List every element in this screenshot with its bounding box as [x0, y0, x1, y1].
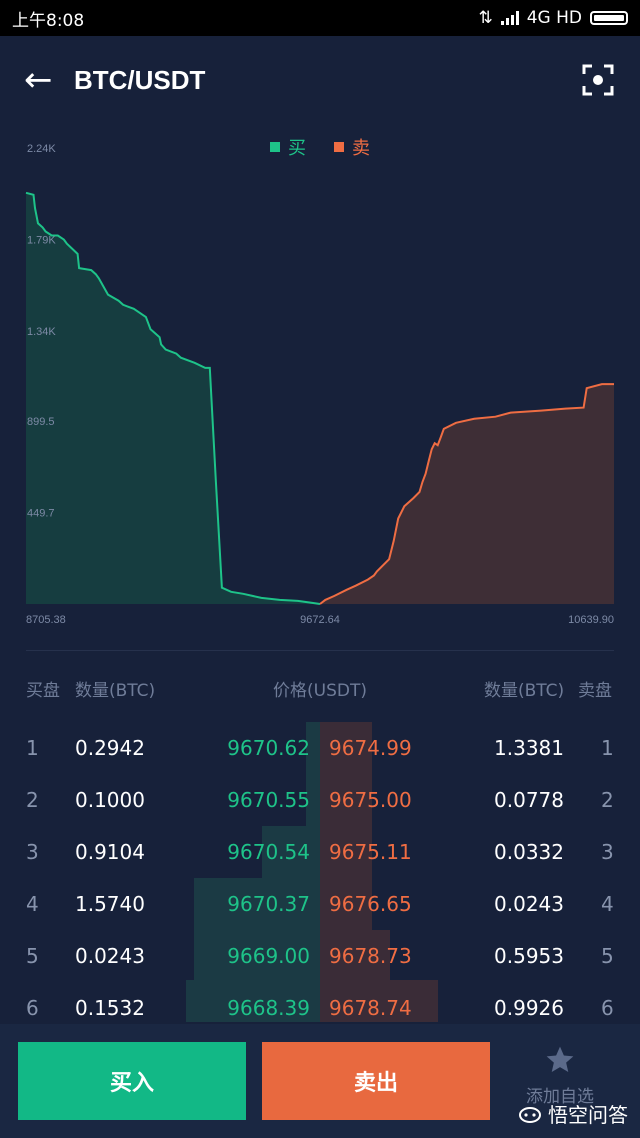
ask-price[interactable]: 9674.99: [329, 736, 412, 760]
ask-index: 3: [601, 840, 614, 864]
legend-label-sell: 卖: [352, 138, 370, 159]
y-tick-label: 1.79K: [27, 235, 56, 247]
orderbook-row[interactable]: 1 0.2942 9670.62 9674.99 1.3381 1: [0, 722, 640, 774]
orderbook-header: 买盘 数量(BTC) 价格(USDT) 数量(BTC) 卖盘: [0, 672, 640, 702]
watermark: 悟空问答: [518, 1099, 628, 1128]
buy-depth-area: [26, 192, 320, 605]
orderbook-row[interactable]: 6 0.1532 9668.39 9678.74 0.9926 6: [0, 982, 640, 1022]
ask-qty: 0.0243: [494, 892, 564, 916]
watermark-logo-icon: [519, 1106, 541, 1123]
header-bid-qty: 数量(BTC): [75, 681, 156, 701]
y-tick-label: 1.34K: [27, 326, 56, 338]
ask-qty: 0.0332: [494, 840, 564, 864]
ask-index: 4: [601, 892, 614, 916]
bid-index: 5: [26, 944, 39, 968]
ask-price[interactable]: 9678.73: [329, 944, 412, 968]
network-type: 4G HD: [526, 8, 582, 28]
status-icons: ⇅ 4G HD: [478, 8, 628, 28]
depth-chart: 2.24K 1.79K 1.34K 899.5 449.7 8705.38 9672.64 1…: [25, 143, 614, 626]
bid-qty: 0.9104: [75, 840, 145, 864]
bid-price[interactable]: 9670.55: [227, 788, 310, 812]
sell-button[interactable]: 卖出: [262, 1042, 490, 1120]
bid-qty: 0.1532: [75, 996, 145, 1020]
bid-index: 1: [26, 736, 39, 760]
bid-qty: 1.5740: [75, 892, 145, 916]
sell-depth-area: [320, 384, 614, 604]
y-tick-label: 899.5: [27, 416, 55, 428]
bid-depth-bar: [186, 980, 320, 1022]
battery-icon: [590, 11, 628, 25]
bid-qty: 0.2942: [75, 736, 145, 760]
orderbook: 1 0.2942 9670.62 9674.99 1.3381 1 2 0.10…: [0, 722, 640, 1022]
ask-index: 5: [601, 944, 614, 968]
header-ask-qty: 数量(BTC): [484, 681, 565, 701]
signal-icon: [500, 11, 519, 25]
data-transfer-icon: ⇅: [478, 8, 493, 28]
fullscreen-icon[interactable]: [582, 64, 614, 96]
header-ask-side: 卖盘: [578, 681, 612, 701]
bid-index: 3: [26, 840, 39, 864]
app-header: ← BTC/USDT: [0, 36, 640, 124]
legend-swatch-sell: [334, 142, 344, 152]
buy-button[interactable]: 买入: [18, 1042, 246, 1120]
y-tick-label: 449.7: [27, 507, 55, 519]
y-tick-label: 2.24K: [27, 143, 56, 155]
orderbook-row[interactable]: 2 0.1000 9670.55 9675.00 0.0778 2: [0, 774, 640, 826]
ask-qty: 0.0778: [494, 788, 564, 812]
orderbook-row[interactable]: 4 1.5740 9670.37 9676.65 0.0243 4: [0, 878, 640, 930]
ask-qty: 0.5953: [494, 944, 564, 968]
ask-price[interactable]: 9676.65: [329, 892, 412, 916]
ask-price[interactable]: 9678.74: [329, 996, 412, 1020]
back-arrow-icon[interactable]: ←: [24, 60, 53, 100]
chart-legend: 买 卖: [0, 134, 640, 160]
bid-price[interactable]: 9670.37: [227, 892, 310, 916]
buy-depth-line: [25, 191, 321, 605]
section-divider: [26, 650, 614, 651]
ask-index: 6: [601, 996, 614, 1020]
orderbook-row[interactable]: 3 0.9104 9670.54 9675.11 0.0332 3: [0, 826, 640, 878]
x-tick-label: 9672.64: [300, 614, 340, 626]
bottom-action-bar: 买入 卖出 添加自选 悟空问答: [0, 1024, 640, 1138]
legend-label-buy: 买: [288, 138, 306, 159]
ask-price[interactable]: 9675.00: [329, 788, 412, 812]
status-time: 上午8:08: [12, 10, 85, 31]
x-tick-label: 10639.90: [568, 614, 614, 626]
legend-swatch-buy: [270, 142, 280, 152]
ask-index: 1: [601, 736, 614, 760]
bid-price[interactable]: 9669.00: [227, 944, 310, 968]
watermark-text: 悟空问答: [548, 1103, 628, 1127]
add-watchlist-button[interactable]: 添加自选: [500, 1044, 620, 1124]
bid-qty: 0.0243: [75, 944, 145, 968]
bid-price[interactable]: 9668.39: [227, 996, 310, 1020]
orderbook-row[interactable]: 5 0.0243 9669.00 9678.73 0.5953 5: [0, 930, 640, 982]
ask-qty: 0.9926: [494, 996, 564, 1020]
watchlist-label: 添加自选: [526, 1087, 594, 1107]
star-icon: [546, 1046, 574, 1072]
ask-qty: 1.3381: [494, 736, 564, 760]
page-title: BTC/USDT: [74, 64, 206, 95]
bid-index: 6: [26, 996, 39, 1020]
x-tick-label: 8705.38: [26, 614, 66, 626]
header-bid-side: 买盘: [26, 681, 60, 701]
legend-item-sell: 卖: [334, 134, 370, 160]
header-price: 价格(USDT): [273, 681, 367, 701]
bid-price[interactable]: 9670.62: [227, 736, 310, 760]
sell-depth-line: [319, 383, 614, 605]
ask-price[interactable]: 9675.11: [329, 840, 412, 864]
status-bar: 上午8:08 ⇅ 4G HD: [0, 0, 640, 36]
ask-depth-bar: [320, 980, 438, 1022]
bid-price[interactable]: 9670.54: [227, 840, 310, 864]
bid-index: 4: [26, 892, 39, 916]
bid-qty: 0.1000: [75, 788, 145, 812]
legend-item-buy: 买: [270, 134, 306, 160]
bid-index: 2: [26, 788, 39, 812]
ask-index: 2: [601, 788, 614, 812]
